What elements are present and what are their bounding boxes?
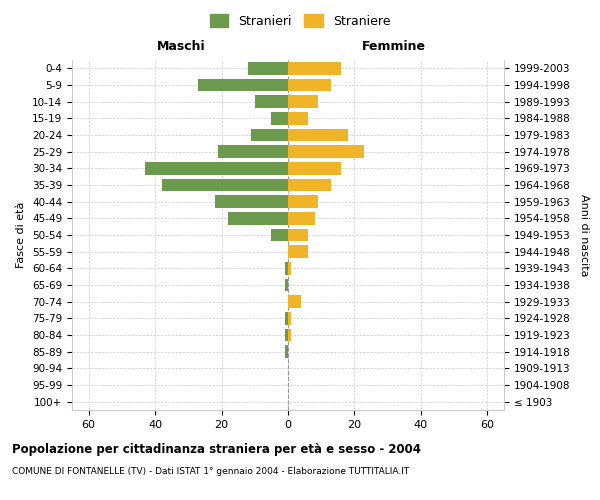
Bar [218, 146, 288, 158]
Bar [288, 146, 364, 158]
Bar [288, 96, 318, 108]
Bar [288, 262, 292, 274]
Text: Popolazione per cittadinanza straniera per età e sesso - 2004: Popolazione per cittadinanza straniera p… [12, 442, 421, 456]
Bar [288, 296, 301, 308]
Bar [271, 112, 288, 124]
Bar [284, 279, 288, 291]
Text: COMUNE DI FONTANELLE (TV) - Dati ISTAT 1° gennaio 2004 - Elaborazione TUTTITALIA: COMUNE DI FONTANELLE (TV) - Dati ISTAT 1… [12, 468, 409, 476]
Bar [288, 62, 341, 74]
Bar [284, 312, 288, 324]
Bar [255, 96, 288, 108]
Bar [288, 179, 331, 192]
Bar [288, 79, 331, 92]
Text: Femmine: Femmine [362, 40, 427, 53]
Bar [288, 229, 308, 241]
Bar [198, 79, 288, 92]
Bar [271, 229, 288, 241]
Bar [288, 312, 292, 324]
Y-axis label: Anni di nascita: Anni di nascita [579, 194, 589, 276]
Bar [288, 329, 292, 341]
Bar [248, 62, 288, 74]
Bar [228, 212, 288, 224]
Bar [288, 129, 348, 141]
Bar [288, 212, 314, 224]
Bar [284, 346, 288, 358]
Bar [288, 196, 318, 208]
Bar [215, 196, 288, 208]
Bar [145, 162, 288, 174]
Bar [251, 129, 288, 141]
Text: Maschi: Maschi [157, 40, 206, 53]
Y-axis label: Fasce di età: Fasce di età [16, 202, 26, 268]
Bar [288, 162, 341, 174]
Bar [162, 179, 288, 192]
Bar [288, 112, 308, 124]
Bar [284, 262, 288, 274]
Bar [288, 246, 308, 258]
Legend: Stranieri, Straniere: Stranieri, Straniere [205, 8, 395, 33]
Bar [284, 329, 288, 341]
